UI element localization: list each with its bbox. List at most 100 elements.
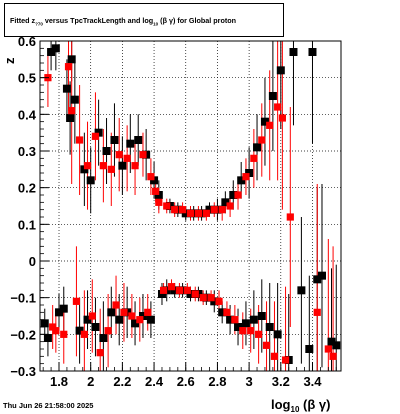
data-point <box>55 308 64 317</box>
data-point <box>215 297 223 305</box>
data-point <box>313 308 321 316</box>
data-point <box>183 286 191 294</box>
data-point <box>128 312 136 320</box>
data-point <box>249 315 258 324</box>
x-tick-label: 3.4 <box>303 374 322 389</box>
data-point <box>134 136 143 144</box>
data-point <box>237 176 246 185</box>
data-point <box>154 191 163 199</box>
y-tick-label: 0.5 <box>18 71 36 86</box>
plot-frame <box>39 40 342 372</box>
timestamp: Thu Jun 26 21:58:00 2025 <box>3 401 94 410</box>
data-point <box>118 161 127 170</box>
data-point <box>99 162 107 170</box>
data-point <box>276 66 285 75</box>
data-point <box>99 334 108 342</box>
axis-ticks <box>40 40 337 372</box>
data-point <box>52 327 60 335</box>
data-point <box>115 151 123 159</box>
data-point <box>281 356 290 364</box>
data-point <box>80 330 88 338</box>
data-point <box>159 286 168 294</box>
data-point <box>112 301 120 309</box>
x-tick-label: 3 <box>245 374 252 389</box>
data-point <box>258 136 266 144</box>
title-sub2: 10 <box>153 21 159 27</box>
data-point <box>115 315 124 324</box>
title-prefix: Fitted z <box>10 16 36 25</box>
data-point <box>223 308 231 316</box>
data-point <box>278 114 286 122</box>
data-point <box>289 48 298 56</box>
data-point <box>67 55 76 64</box>
data-point <box>273 330 282 339</box>
data-point <box>146 315 155 324</box>
data-point <box>257 312 266 320</box>
data-point <box>167 283 176 291</box>
data-point <box>317 271 326 280</box>
data-point <box>221 198 230 207</box>
data-point <box>247 327 255 335</box>
x-tick-label: 3.2 <box>272 374 290 389</box>
data-point <box>239 327 247 335</box>
data-point <box>265 323 274 331</box>
data-point <box>131 162 139 170</box>
data-point <box>171 206 179 214</box>
tick-labels: 1.8 2 2.2 2.4 2.6 2.8 3 3.2 3.4 −0.3 −0.2 −0.1 0 0.1 0… <box>10 34 322 389</box>
data-point <box>274 103 282 111</box>
data-point <box>72 297 81 305</box>
data-point <box>186 290 195 298</box>
data-point <box>226 202 234 210</box>
chart-title: Fitted z?70 versus TpcTrackLength and lo… <box>4 3 284 37</box>
y-tick-label: 0.3 <box>18 144 36 159</box>
data-point <box>86 176 95 185</box>
data-point <box>245 169 254 177</box>
data-point <box>231 316 239 324</box>
title-middle: versus TpcTrackLength and log <box>42 16 154 25</box>
data-point <box>268 92 277 100</box>
y-tick-label: −0.1 <box>10 291 36 306</box>
data-point <box>218 206 226 214</box>
data-point <box>194 209 203 217</box>
data-point <box>88 312 96 320</box>
data-point <box>96 349 104 357</box>
data-markers <box>40 44 341 364</box>
data-point <box>205 205 214 214</box>
data-point <box>94 128 103 137</box>
x-axis-title: log10 (β γ) <box>271 397 330 414</box>
data-point <box>210 297 219 306</box>
data-point <box>59 304 68 313</box>
data-point <box>131 319 140 328</box>
data-point <box>70 95 79 104</box>
x-tick-label: 2.8 <box>208 374 226 389</box>
data-point <box>60 330 68 338</box>
data-point <box>43 334 52 342</box>
data-point <box>329 352 337 360</box>
x-tick-label: 2.4 <box>145 374 164 389</box>
data-point <box>47 48 56 56</box>
data-point <box>170 286 179 295</box>
data-point <box>202 209 210 217</box>
data-point <box>110 136 119 144</box>
data-point <box>91 132 100 140</box>
y-tick-label: 0 <box>29 254 36 269</box>
data-point <box>123 154 131 162</box>
data-point <box>104 327 112 335</box>
data-point <box>107 308 116 317</box>
data-point <box>136 316 144 324</box>
y-tick-label: −0.3 <box>10 364 36 379</box>
data-point <box>147 173 155 181</box>
data-point <box>178 206 187 214</box>
data-point <box>83 162 92 170</box>
data-point <box>51 44 60 53</box>
data-point <box>126 139 135 148</box>
x-tick-label: 2.6 <box>177 374 195 389</box>
data-point <box>210 206 218 214</box>
data-point <box>155 198 163 206</box>
data-point <box>255 330 263 338</box>
data-point <box>157 290 166 298</box>
data-point <box>297 286 306 295</box>
data-point <box>66 114 75 122</box>
data-point <box>266 121 274 129</box>
